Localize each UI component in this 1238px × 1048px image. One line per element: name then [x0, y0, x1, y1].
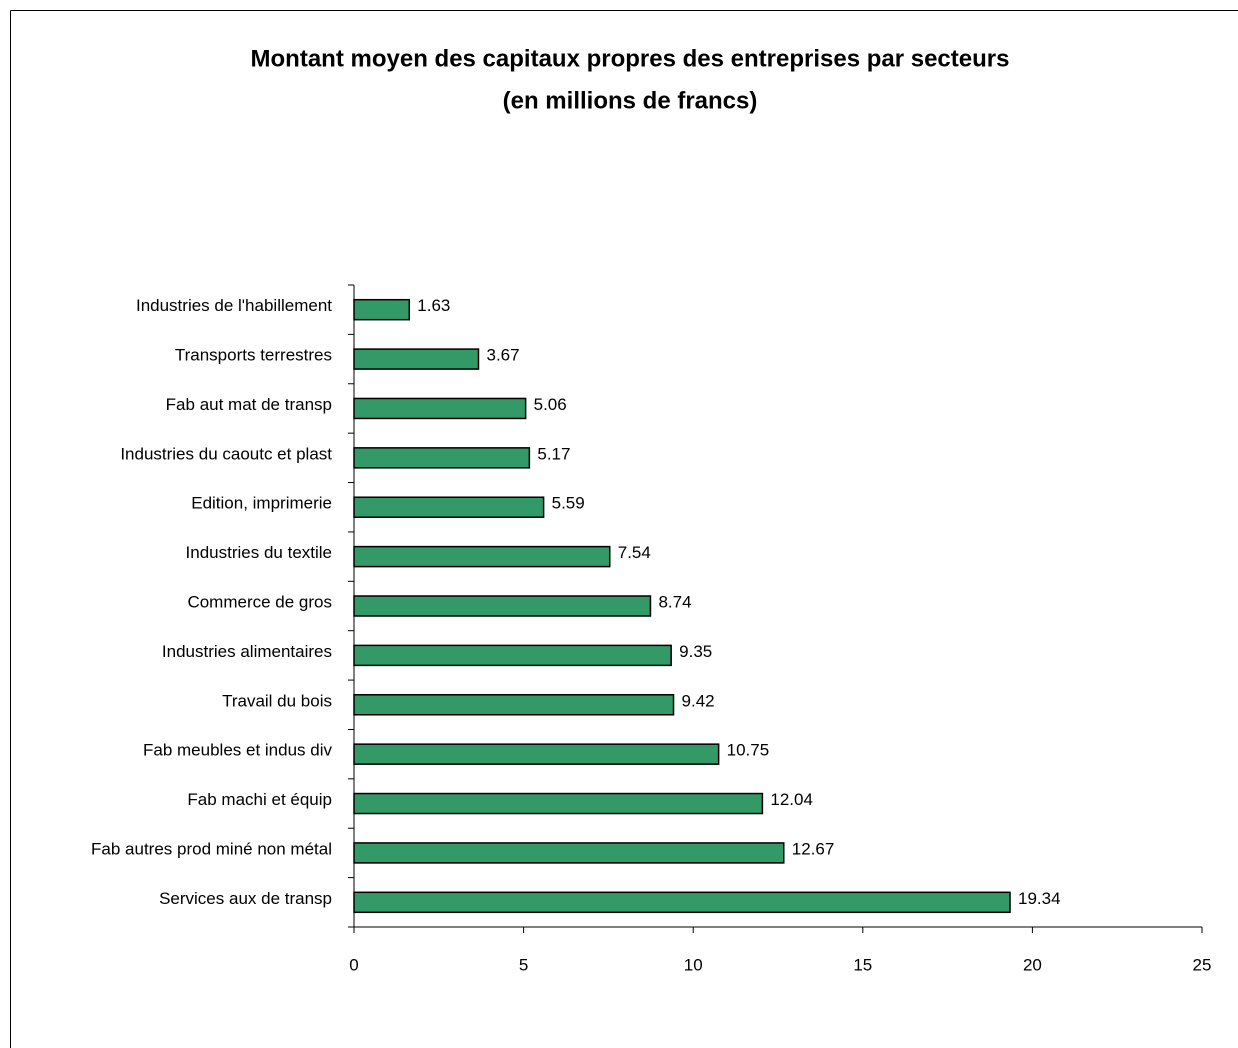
y-tick-label: Fab machi et équip	[187, 790, 332, 809]
y-tick-label: Fab autres prod miné non métal	[91, 839, 332, 858]
y-tick-label: Industries du caoutc et plast	[120, 444, 332, 463]
y-tick-label: Industries alimentaires	[162, 642, 332, 661]
x-tick-label: 5	[519, 955, 528, 974]
y-tick-label: Industries de l'habillement	[136, 296, 332, 315]
y-tick-label: Fab meubles et indus div	[143, 741, 332, 760]
value-label: 19.34	[1018, 889, 1061, 908]
value-label: 5.17	[537, 444, 570, 463]
x-tick-label: 15	[853, 955, 872, 974]
bar	[353, 545, 611, 568]
chart-subtitle: (en millions de francs)	[503, 87, 758, 114]
bar	[353, 644, 672, 667]
y-tick-label: Edition, imprimerie	[191, 494, 332, 513]
bar	[353, 595, 652, 617]
value-label: 7.54	[618, 543, 651, 562]
bar	[353, 694, 675, 716]
value-label: 1.63	[417, 296, 450, 315]
chart-title: Montant moyen des capitaux propres des e…	[251, 45, 1010, 72]
value-label: 9.35	[679, 642, 712, 661]
bar	[353, 298, 411, 321]
bar	[353, 792, 764, 815]
value-label: 5.06	[534, 395, 567, 414]
bar	[353, 397, 527, 420]
value-label: 8.74	[658, 592, 691, 611]
bar	[353, 447, 531, 469]
value-label: 10.75	[727, 741, 770, 760]
x-tick-label: 20	[1023, 955, 1042, 974]
bar	[353, 842, 785, 864]
x-tick-label: 10	[684, 955, 703, 974]
bar	[353, 496, 545, 518]
y-tick-label: Industries du textile	[186, 543, 332, 562]
value-label: 9.42	[682, 691, 715, 710]
y-tick-label: Travail du bois	[222, 691, 332, 710]
bar	[353, 891, 1011, 914]
y-tick-label: Fab aut mat de transp	[166, 395, 332, 414]
value-label: 5.59	[552, 494, 585, 513]
bar	[353, 348, 480, 370]
x-tick-label: 25	[1193, 955, 1212, 974]
y-tick-label: Services aux de transp	[159, 889, 332, 908]
value-label: 3.67	[486, 346, 519, 365]
bar	[353, 743, 720, 765]
x-tick-label: 0	[349, 955, 358, 974]
y-tick-label: Commerce de gros	[187, 592, 332, 611]
y-tick-label: Transports terrestres	[175, 346, 332, 365]
value-label: 12.04	[770, 790, 813, 809]
value-label: 12.67	[792, 839, 835, 858]
